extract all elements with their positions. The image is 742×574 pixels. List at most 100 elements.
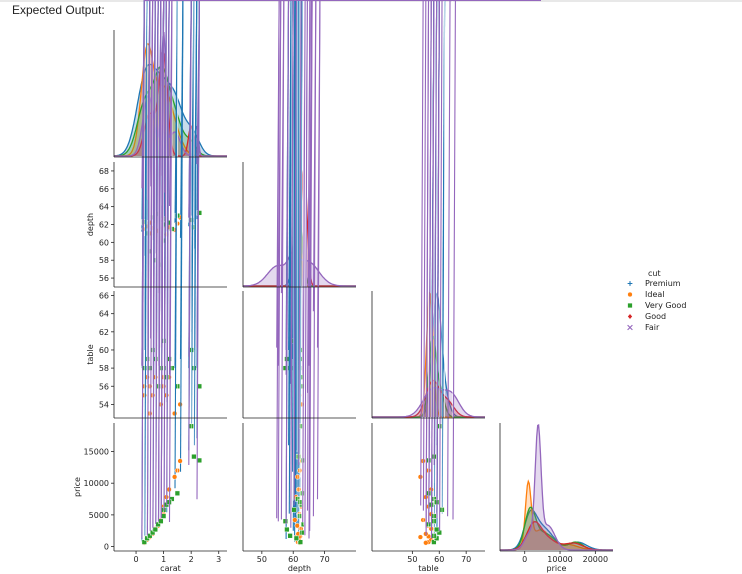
point-carat-price-72 [168,0,525,523]
xtick-label-table-60: 60 [434,555,444,564]
point-carat-price-65 [149,0,534,531]
point-carat-table-73 [166,0,405,403]
xtick-label-carat-2: 2 [189,555,194,564]
xlabel-table: table [418,564,438,573]
ytick-label-table-60: 60 [99,346,109,355]
xtick-label-carat-3: 3 [216,555,221,564]
ytick-label-depth-60: 60 [99,238,109,247]
point-depth-price-47 [282,518,289,524]
point-depth-price-23 [294,523,300,529]
point-carat-table-76 [152,0,387,384]
ytick-label-depth-64: 64 [99,203,109,212]
point-carat-price-34 [147,533,153,539]
point-carat-price-11 [190,0,195,429]
point-carat-price-42 [174,490,181,496]
point-carat-table-64 [146,0,387,384]
legend-title: cut [648,269,661,278]
ytick-label-depth-56: 56 [99,274,109,283]
point-depth-price-72 [302,0,525,523]
point-carat-price-69 [160,0,519,517]
legend-label-very-good: Very Good [645,301,686,310]
point-depth-price-73 [293,0,508,506]
point-depth-price-32 [297,539,304,545]
ylabel-table: table [86,344,95,364]
point-depth-price-66 [285,0,527,524]
legend-marker-good [627,313,633,320]
xtick-label-table-50: 50 [407,555,417,564]
legend-marker-ideal [627,291,633,298]
legend-label-good: Good [645,312,666,321]
point-table-price-36 [433,526,440,533]
xtick-label-carat-1: 1 [161,555,166,564]
point-carat-price-44 [191,453,197,460]
point-depth-price-4 [294,0,299,519]
point-table-price-20 [417,534,424,540]
ylabel-price: price [73,477,82,497]
point-carat-price-30 [177,458,183,464]
point-table-price-68 [430,0,524,522]
ylabel-depth: depth [86,213,95,236]
point-carat-price-32 [141,539,147,545]
point-carat-price-66 [155,0,527,524]
xtick-label-depth-60: 60 [288,555,298,564]
point-table-price-67 [452,0,522,520]
xtick-label-price-20000: 20000 [583,555,608,564]
point-carat-table-75 [188,0,360,357]
point-depth-price-39 [291,507,297,513]
top-border [0,0,742,2]
ytick-label-table-56: 56 [99,382,109,391]
ytick-label-price-15000: 15000 [84,448,109,457]
point-depth-price-0 [294,0,298,542]
xlabel-carat: carat [160,564,181,573]
point-depth-price-31 [292,517,298,523]
kde-fill-price-good [500,521,613,550]
point-depth-price-13 [288,0,292,446]
point-depth-price-36 [284,526,290,533]
point-table-price-74 [436,0,502,500]
point-carat-price-13 [193,0,198,446]
kde-line-price-premium [500,509,613,551]
page-title: Expected Output: [12,3,105,17]
point-depth-price-46 [297,499,303,505]
legend-label-premium: Premium [645,279,681,288]
point-carat-price-73 [166,0,508,506]
point-depth-price-2 [292,0,297,531]
ytick-label-depth-62: 62 [99,221,109,230]
point-depth-price-9 [291,0,296,472]
ytick-label-table-58: 58 [99,364,109,373]
point-depth-price-34 [287,533,293,539]
ytick-label-price-5000: 5000 [89,511,109,520]
point-depth-price-69 [312,0,519,517]
point-carat-price-29 [171,474,178,480]
point-carat-price-70 [160,0,521,519]
point-depth-price-33 [293,535,300,541]
xlabel-depth: depth [288,564,311,573]
point-carat-price-64 [146,0,538,536]
point-depth-price-5 [288,0,293,514]
ytick-label-table-64: 64 [99,310,109,319]
point-table-price-11 [441,0,446,429]
xtick-label-price-0: 0 [522,555,527,564]
point-depth-price-35 [299,529,305,536]
legend-marker-very-good [627,302,633,309]
legend-marker-fair [627,324,633,331]
xlabel-price: price [547,564,567,573]
point-depth-price-74 [316,0,502,500]
point-carat-price-37 [155,521,161,528]
point-carat-price-8 [174,0,178,489]
point-depth-price-76 [290,0,531,528]
ytick-label-depth-66: 66 [99,185,109,194]
point-carat-price-14 [144,0,148,540]
ytick-label-table-62: 62 [99,328,109,337]
point-carat-price-71 [163,0,514,511]
ytick-label-table-66: 66 [99,292,109,301]
point-table-price-76 [425,0,531,528]
legend-label-ideal: Ideal [645,290,664,299]
ytick-label-price-0: 0 [104,543,109,552]
kde-fill-price-fair [500,425,613,550]
point-carat-price-47 [158,518,164,524]
point-carat-price-35 [149,529,156,536]
xtick-label-depth-70: 70 [320,555,330,564]
ytick-label-depth-68: 68 [99,167,109,176]
